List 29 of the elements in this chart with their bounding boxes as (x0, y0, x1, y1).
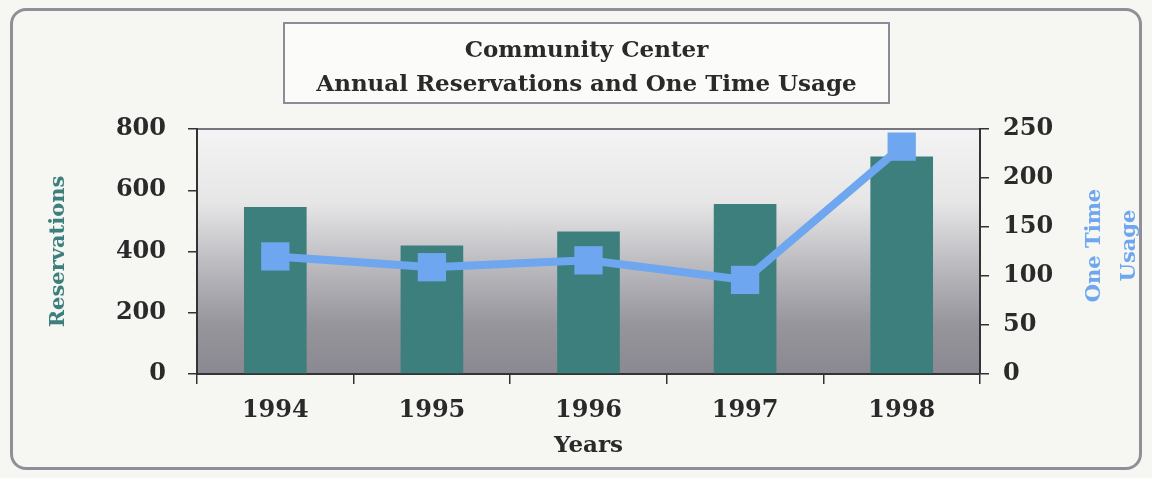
chart-title: Community Center (463, 34, 710, 64)
y2-tick-label: 150 (1003, 210, 1054, 240)
chart-subtitle: Annual Reservations and One Time Usage (315, 68, 858, 98)
y-axis-title: Reservations (44, 175, 70, 328)
point (887, 132, 916, 161)
x-tick-label: 1995 (398, 393, 466, 423)
y2-tick-label: 50 (1003, 308, 1037, 338)
x-tick-label: 1994 (241, 393, 309, 423)
point (417, 253, 447, 282)
y2-tick-label: 100 (1003, 259, 1054, 289)
y-tick-label: 600 (115, 173, 166, 203)
x-tick-label: 1996 (555, 393, 622, 423)
x-tick-label: 1997 (711, 393, 779, 423)
bar (870, 156, 934, 374)
point (730, 265, 760, 295)
y-tick-label: 400 (115, 234, 166, 264)
y2-axis-title: One Time Usage (1079, 188, 1140, 303)
bar (243, 207, 307, 374)
y-tick-label: 800 (115, 112, 166, 142)
point (261, 242, 290, 271)
y2-tick-label: 250 (1003, 112, 1054, 142)
y-tick-label: 200 (115, 295, 166, 325)
y2-tick-label: 0 (1003, 357, 1020, 387)
bar (713, 204, 777, 374)
y2-tick-label: 200 (1003, 161, 1054, 191)
point (574, 246, 603, 275)
y-tick-label: 0 (149, 357, 166, 387)
x-tick-label: 1998 (868, 393, 936, 423)
x-axis-title: Years (552, 430, 624, 458)
